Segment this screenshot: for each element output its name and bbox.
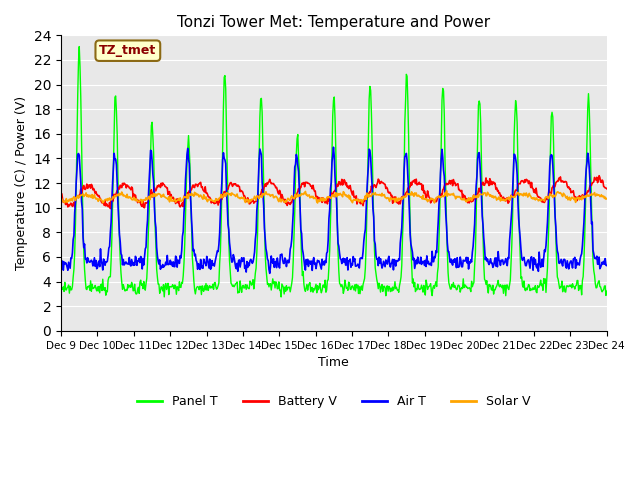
- Air T: [57, 261, 65, 266]
- X-axis label: Time: Time: [319, 356, 349, 369]
- Solar V: [124, 192, 131, 197]
- Panel T: [208, 285, 216, 291]
- Panel T: [277, 294, 285, 300]
- Battery V: [67, 200, 75, 206]
- Solar V: [207, 196, 215, 202]
- Battery V: [208, 199, 216, 204]
- Panel T: [179, 273, 187, 279]
- Air T: [330, 144, 337, 150]
- Solar V: [57, 195, 65, 201]
- Air T: [603, 263, 611, 268]
- Panel T: [57, 283, 65, 289]
- Solar V: [244, 200, 252, 206]
- Line: Battery V: Battery V: [61, 176, 607, 209]
- Battery V: [417, 181, 424, 187]
- Solar V: [179, 198, 186, 204]
- Battery V: [401, 192, 409, 198]
- Air T: [179, 233, 186, 239]
- Line: Air T: Air T: [61, 147, 607, 273]
- Battery V: [106, 206, 114, 212]
- Panel T: [76, 44, 83, 49]
- Battery V: [595, 173, 603, 179]
- Solar V: [401, 194, 409, 200]
- Panel T: [402, 98, 410, 104]
- Panel T: [418, 282, 426, 288]
- Air T: [418, 262, 426, 267]
- Line: Panel T: Panel T: [61, 47, 607, 297]
- Battery V: [179, 204, 187, 209]
- Battery V: [603, 186, 611, 192]
- Y-axis label: Temperature (C) / Power (V): Temperature (C) / Power (V): [15, 96, 28, 270]
- Panel T: [67, 287, 75, 293]
- Solar V: [417, 194, 424, 200]
- Air T: [402, 153, 410, 158]
- Solar V: [443, 188, 451, 193]
- Air T: [124, 261, 131, 267]
- Line: Solar V: Solar V: [61, 191, 607, 203]
- Text: TZ_tmet: TZ_tmet: [99, 44, 156, 57]
- Solar V: [603, 196, 611, 202]
- Air T: [266, 270, 273, 276]
- Panel T: [124, 282, 132, 288]
- Panel T: [603, 288, 611, 294]
- Solar V: [67, 196, 75, 202]
- Air T: [67, 255, 75, 261]
- Air T: [207, 265, 215, 271]
- Legend: Panel T, Battery V, Air T, Solar V: Panel T, Battery V, Air T, Solar V: [132, 390, 535, 413]
- Battery V: [57, 192, 65, 197]
- Battery V: [124, 183, 132, 189]
- Title: Tonzi Tower Met: Temperature and Power: Tonzi Tower Met: Temperature and Power: [177, 15, 490, 30]
